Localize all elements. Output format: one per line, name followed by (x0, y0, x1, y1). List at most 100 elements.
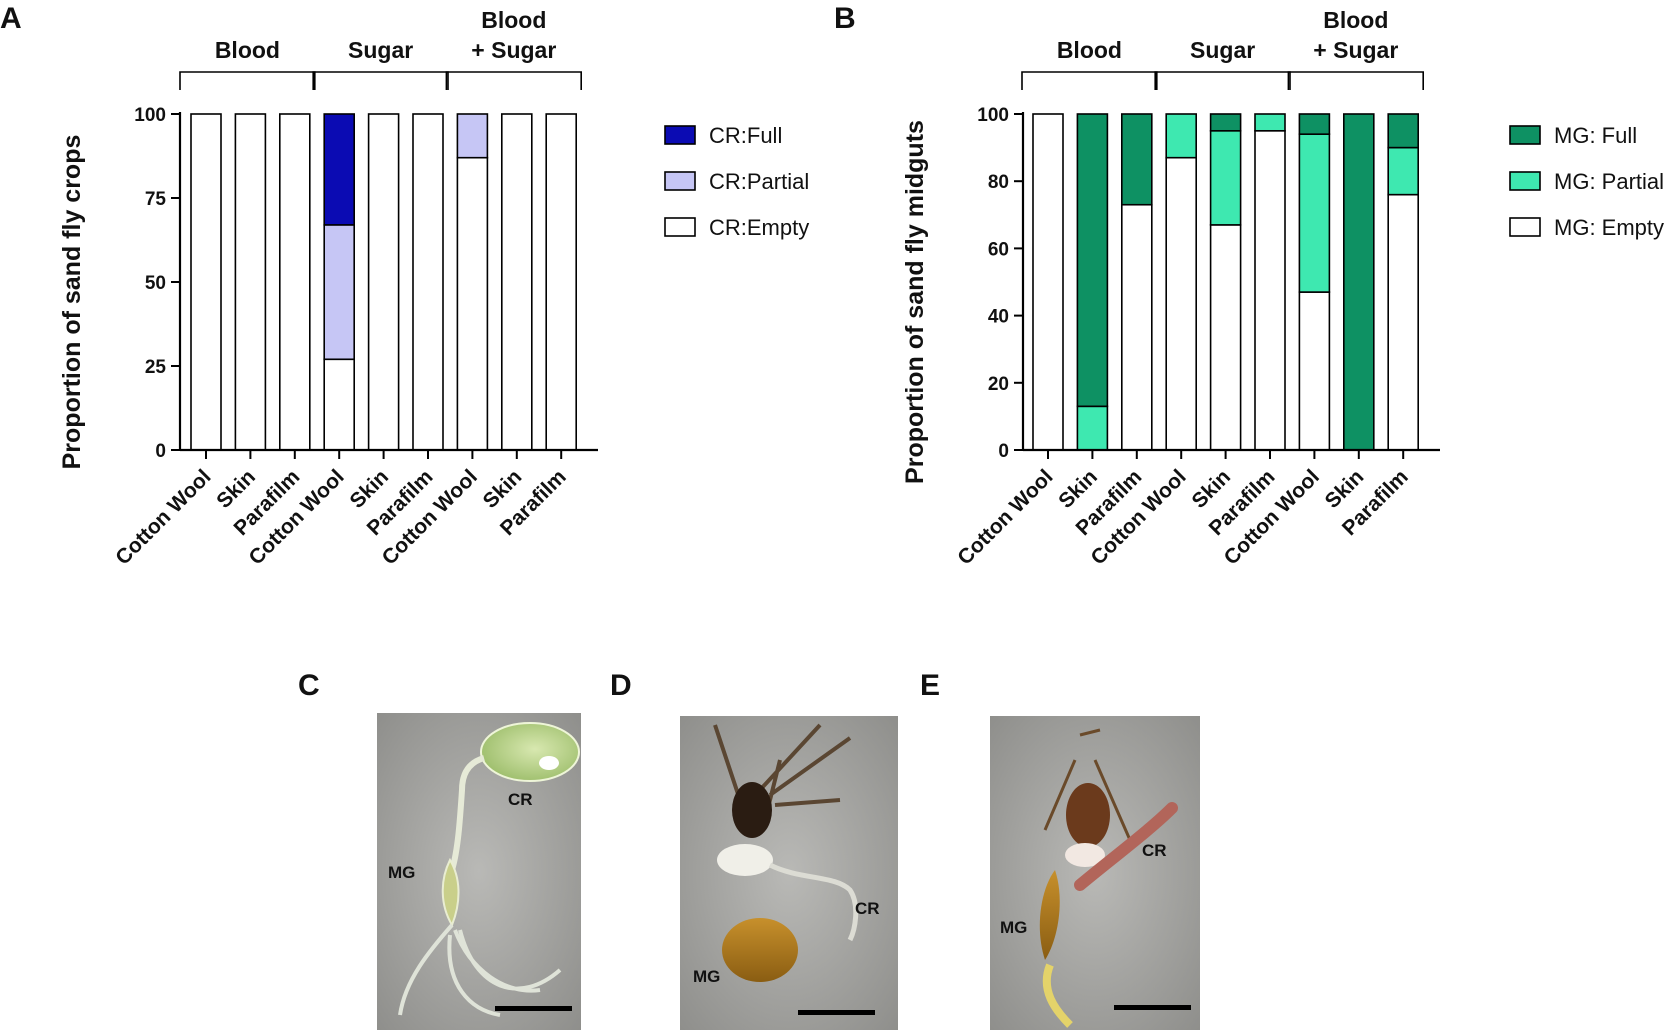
bar-segment-mg-partial-5 (1254, 113, 1286, 132)
y-tick-label-0: 0 (155, 441, 166, 462)
bar-segment-mg-partial-1 (1076, 405, 1109, 451)
panel-letter-d: D (610, 669, 632, 702)
micrograph-e-legs (1043, 728, 1132, 841)
micrograph-d-legs (713, 723, 852, 821)
bar-segment-cr-empty-4 (367, 113, 400, 451)
group-label-0-line-0: Blood (1057, 37, 1122, 63)
bar-segment-cr-empty-2 (278, 113, 311, 451)
bar-segment-mg-full-8 (1387, 113, 1419, 149)
micrograph-c-duct (449, 755, 485, 871)
micrograph-e-thorax (1065, 843, 1105, 867)
group-label-2-line-0: Blood (481, 7, 546, 33)
group-label-1-line-0: Sugar (348, 37, 413, 63)
legend-label-0: CR:Full (709, 123, 782, 148)
bar-segment-mg-full-6 (1298, 113, 1331, 135)
legend-label-2: CR:Empty (709, 215, 809, 240)
y-tick-label-75: 75 (145, 189, 167, 210)
y-axis-title: Proportion of sand fly crops (58, 135, 86, 470)
bar-segment-mg-full-4 (1209, 113, 1242, 132)
y-tick-label-80: 80 (988, 172, 1009, 193)
micrograph-e-label-cr: CR (1142, 841, 1167, 860)
group-bracket-0 (179, 71, 316, 90)
y-tick-label-100: 100 (977, 105, 1009, 126)
bar-segment-mg-partial-3 (1165, 113, 1197, 159)
bar-segment-mg-full-7 (1343, 113, 1375, 451)
legend-swatch-1 (664, 171, 696, 191)
legend-swatch-2 (1509, 217, 1541, 237)
group-bracket-1 (312, 71, 449, 90)
bar-segment-cr-empty-3 (323, 358, 356, 451)
micrograph-d-scale-bar (798, 1010, 875, 1015)
bar-segment-cr-partial-6 (456, 113, 489, 159)
micrograph-d-label-mg: MG (693, 967, 720, 986)
bar-segment-cr-empty-7 (500, 113, 533, 451)
micrograph-d: CR MG (680, 716, 898, 1030)
panel-letter-b: B (834, 2, 856, 35)
micrograph-e-label-mg: MG (1000, 918, 1027, 937)
x-category-label-0: Cotton Wool (111, 465, 215, 569)
micrograph-d-thorax (717, 844, 773, 876)
bar-segment-mg-empty-0 (1032, 113, 1064, 451)
y-tick-label-20: 20 (988, 374, 1009, 395)
bar-segment-cr-empty-8 (545, 113, 578, 451)
group-bracket-1 (1154, 71, 1291, 90)
y-tick-label-100: 100 (134, 105, 166, 126)
bar-segment-mg-partial-8 (1387, 146, 1419, 196)
micrograph-d-head (732, 782, 772, 838)
bar-segment-mg-empty-6 (1298, 291, 1331, 451)
group-bracket-2 (1287, 71, 1424, 90)
group-bracket-2 (445, 71, 582, 90)
legend-swatch-0 (1509, 125, 1541, 145)
micrograph-c-highlight (539, 756, 559, 770)
bar-segment-mg-partial-6 (1298, 133, 1331, 293)
panel-letter-e: E (920, 669, 940, 702)
bar-segment-mg-full-2 (1121, 113, 1153, 206)
y-axis-title: Proportion of sand fly midguts (901, 120, 929, 484)
legend-label-0: MG: Full (1554, 123, 1637, 148)
y-tick-label-25: 25 (145, 357, 167, 378)
micrograph-c-crop (480, 722, 580, 782)
group-label-0-line-0: Blood (215, 37, 280, 63)
y-tick-label-60: 60 (988, 239, 1009, 260)
micrograph-c-tubules (398, 923, 562, 1017)
group-label-2-line-1: + Sugar (1313, 37, 1398, 63)
legend-label-1: CR:Partial (709, 169, 809, 194)
micrograph-c-label-mg: MG (388, 863, 415, 882)
bar-segment-cr-full-3 (323, 113, 356, 226)
bar-segment-mg-empty-2 (1121, 203, 1153, 451)
micrograph-c-scale-bar (495, 1006, 572, 1011)
micrograph-e-midgut (1039, 870, 1060, 960)
micrograph-d-midgut (722, 918, 798, 982)
legend-swatch-1 (1509, 171, 1541, 191)
bar-segment-mg-empty-5 (1254, 130, 1286, 451)
bar-segment-cr-partial-3 (323, 224, 356, 361)
bar-segment-mg-partial-4 (1209, 130, 1242, 226)
bar-segment-cr-empty-5 (412, 113, 444, 451)
legend-swatch-2 (664, 217, 696, 237)
bar-segment-mg-empty-8 (1387, 193, 1419, 451)
micrograph-c-label-cr: CR (508, 790, 533, 809)
micrograph-d-label-cr: CR (855, 899, 880, 918)
micrograph-c: CR MG (377, 713, 581, 1030)
legend-swatch-0 (664, 125, 696, 145)
legend-label-2: MG: Empty (1554, 215, 1664, 240)
bar-segment-mg-full-1 (1076, 113, 1109, 408)
x-category-label-0: Cotton Wool (953, 465, 1057, 569)
group-label-2-line-0: Blood (1323, 7, 1388, 33)
y-tick-label-40: 40 (988, 307, 1009, 328)
bar-segment-cr-empty-0 (190, 113, 222, 451)
y-tick-label-50: 50 (145, 273, 166, 294)
micrograph-e-tubules (1042, 963, 1073, 1028)
bar-segment-mg-empty-4 (1209, 224, 1242, 451)
bar-segment-mg-empty-3 (1165, 156, 1197, 451)
group-bracket-0 (1021, 71, 1158, 90)
bar-segment-cr-empty-1 (234, 113, 267, 451)
micrograph-d-crop-duct (768, 862, 859, 942)
group-label-1-line-0: Sugar (1190, 37, 1255, 63)
legend-label-1: MG: Partial (1554, 169, 1664, 194)
panel-letter-a: A (0, 2, 22, 35)
group-label-2-line-1: + Sugar (471, 37, 556, 63)
